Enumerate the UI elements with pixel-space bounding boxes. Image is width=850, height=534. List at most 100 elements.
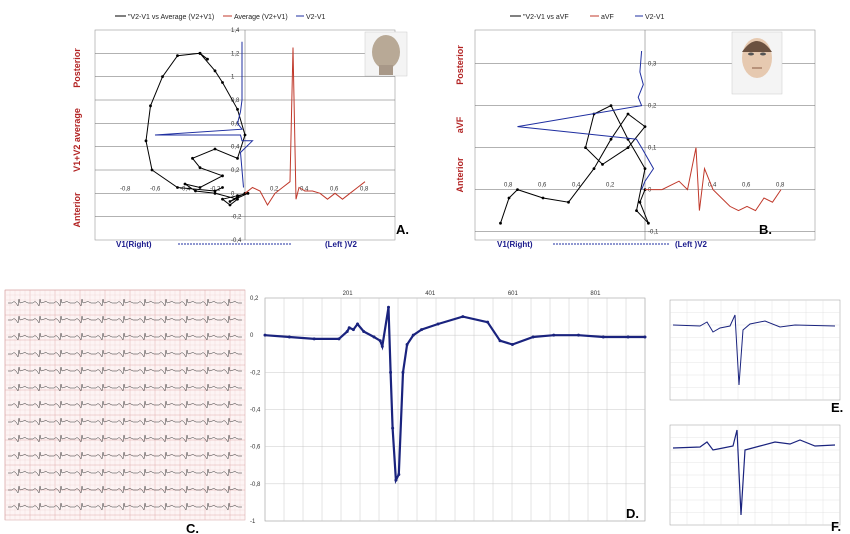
data-point [345,329,349,333]
data-point [236,195,239,199]
legend-b-3: V2-V1 [645,14,665,21]
data-point [397,473,401,477]
y-tick-a: 1 [231,75,235,81]
x-tick-a: -0,2 [210,186,221,192]
data-point [263,333,267,337]
y-tick-a: -0,4 [231,238,242,244]
panel-f: F. [669,424,841,534]
ecg-lead-trace [8,502,242,511]
ticks-b: 0,8 0,6 0,4 0,2 0,4 0,6 0,8 0,3 0,2 0,1 0 -0,1 [504,62,785,236]
ylabel-a-anterior: Anterior [72,192,82,228]
data-point [601,335,605,339]
data-point [626,335,630,339]
data-point [541,196,545,200]
data-point [387,305,390,309]
data-point [194,189,197,193]
data-point [507,196,511,200]
y-tick-d: -1 [250,519,256,525]
x-tick-a: 0,6 [330,186,339,192]
x-tick-b: 0,4 [708,183,717,189]
ylabel-b-posterior: Posterior [455,45,465,85]
y-tick-a: 1,2 [231,51,240,57]
data-point [236,107,239,111]
series-a [144,41,366,207]
ylabel-b-anterior: Anterior [455,157,465,193]
data-point [499,221,502,225]
data-point [213,191,217,195]
data-point [356,322,360,326]
ylabel-a-posterior: Posterior [72,48,82,88]
x-tick-b: 0,8 [776,183,785,189]
data-point [221,186,224,189]
data-point [389,370,393,374]
y-tick-b: 0,1 [648,146,657,152]
head-icon-posterior [364,31,408,77]
data-point [372,335,376,339]
data-point [643,335,647,339]
ecg-lead-trace [8,434,242,443]
ticks-a: -0,8 -0,6 -0,4 -0,2 0,2 0,4 0,6 0,8 1,4 1,2 1 0,8 0,… [120,28,369,244]
x-tick-b: 0,6 [742,183,751,189]
data-point [436,322,440,326]
ticks-d: 201 401 601 801 0,2 0 -0,2 -0,4 -0,6 -0,8 -1 [250,291,601,525]
data-point [213,189,217,193]
data-point [198,166,202,170]
head-icon-face [731,31,783,95]
ecg-lead-trace [8,332,242,341]
panel-letter-a: A. [396,222,409,237]
y-tick-b: 0,2 [648,104,657,110]
data-point [411,333,415,337]
data-point [516,188,519,192]
panel-c-ecg: C. [4,289,246,534]
y-tick-d: 0,2 [250,296,259,302]
data-point [150,168,154,172]
data-point [347,326,351,330]
x-tick-d: 801 [590,291,601,297]
data-point [380,344,384,348]
data-point [246,191,250,195]
ecg-lead-trace [8,315,242,324]
ecg-lead-trace [8,400,242,409]
data-point [391,426,395,430]
y-tick-a: 1,4 [231,28,240,34]
data-point [647,221,650,225]
data-point [228,200,232,203]
ecg-lead-trace [8,366,242,375]
data-point [236,197,239,201]
y-tick-d: -0,4 [250,408,261,414]
legend-b: "V2-V1 vs aVF aVF V2-V1 [510,14,665,21]
panel-d: 201 401 601 801 0,2 0 -0,2 -0,4 -0,6 -0,8 -1 D. [250,291,647,525]
y-tick-b: 0 [648,188,652,194]
data-point [378,339,382,343]
y-tick-a: -0,2 [231,215,242,221]
series-line-b-0 [500,104,649,224]
panel-letter-e: E. [831,400,843,415]
x-tick-a: -0,6 [150,186,161,192]
legend-a-2: Average (V2+V1) [234,14,288,21]
xlabel-a-left: V1(Right) [116,240,152,249]
ecg-traces [8,298,242,511]
data-point [287,335,291,339]
data-point [609,137,613,141]
x-tick-a: 0,2 [270,186,279,192]
x-tick-a: -0,4 [180,186,191,192]
panel-b: "V2-V1 vs aVF aVF V2-V1 0,8 0,6 0,4 0,2 0,4 0… [455,14,816,249]
legend-a: "V2-V1 vs Average (V2+V1) Average (V2+V1… [115,14,326,21]
data-point [221,81,224,84]
data-point [176,54,179,58]
ylabel-b-mid: aVF [455,116,465,133]
panel-letter-d: D. [626,506,639,521]
x-tick-d: 201 [343,291,354,297]
data-point [198,51,202,55]
data-point [420,328,424,332]
series-d [263,305,647,485]
data-point [567,200,570,204]
data-point [401,370,405,374]
ecg-lead-trace [8,468,242,477]
y-tick-b: -0,1 [648,230,659,236]
xlabel-b-right: (Left )V2 [675,240,708,249]
data-point [638,200,642,204]
legend-b-2: aVF [601,14,614,21]
grid-d [265,297,645,521]
data-point [498,339,502,343]
